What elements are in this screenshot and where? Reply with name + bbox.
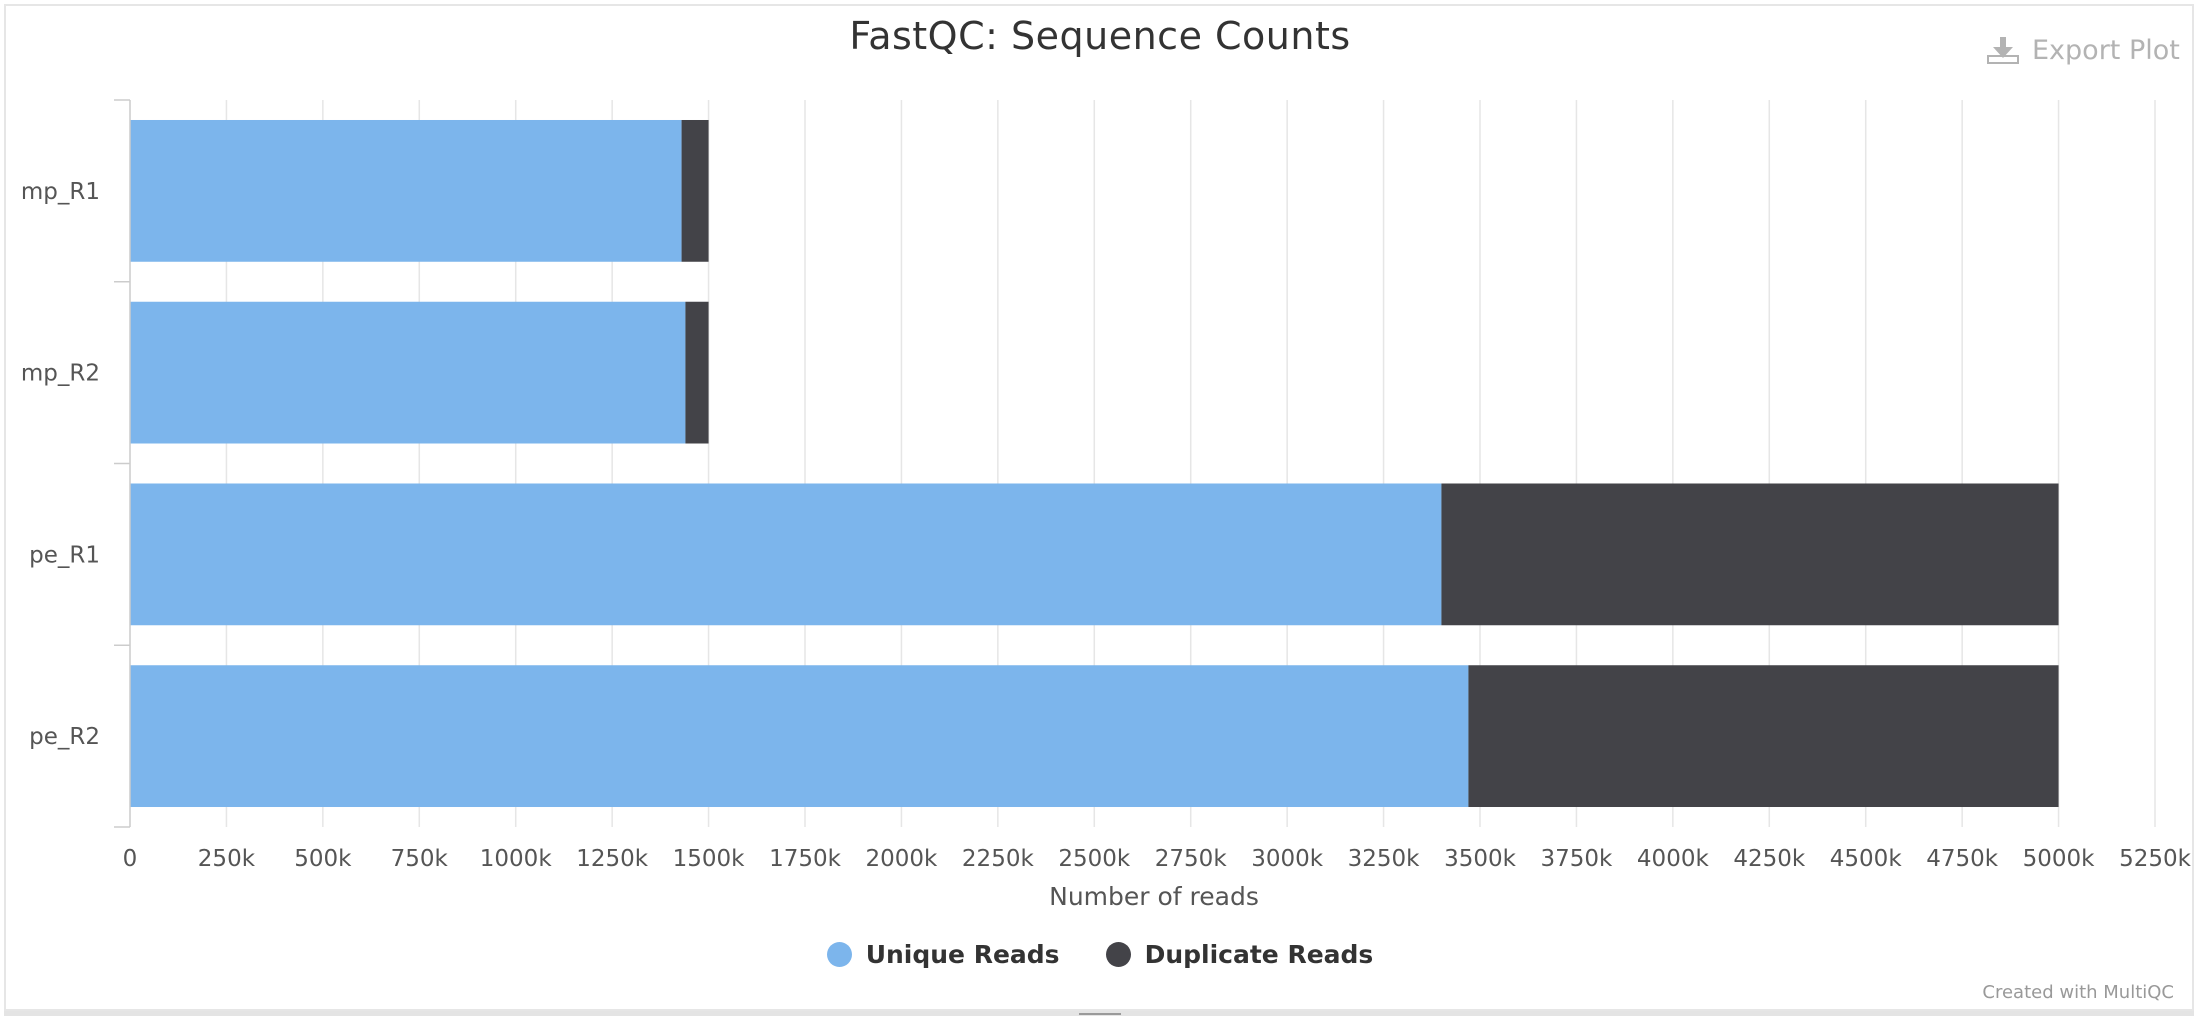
bar-pe_R1-duplicate[interactable] <box>1441 483 2059 626</box>
legend-swatch <box>1105 942 1131 967</box>
x-tick-label: 5000k <box>2023 846 2096 872</box>
legend-swatch <box>826 942 852 967</box>
credits-link[interactable]: Created with MultiQC <box>1982 982 2174 1003</box>
x-tick-label: 0 <box>123 846 138 872</box>
x-tick-label: 3250k <box>1348 846 1421 872</box>
bar-pe_R2-unique[interactable] <box>130 665 1469 808</box>
x-tick-label: 2750k <box>1155 846 1228 872</box>
legend-label: Duplicate Reads <box>1144 940 1374 969</box>
x-tick-label: 1250k <box>576 846 649 872</box>
legend: Unique Reads Duplicate Reads <box>0 940 2200 969</box>
x-tick-label: 1750k <box>769 846 842 872</box>
x-tick-label: 3500k <box>1444 846 1517 872</box>
y-tick-label: pe_R2 <box>29 724 100 750</box>
bars <box>130 119 2059 808</box>
x-tick-label: 2000k <box>865 846 938 872</box>
x-axis: 0 250k 500k 750k 1000k 1250k 1500k 1750k 2000k 22… <box>123 846 2192 872</box>
bar-mp_R2-unique[interactable] <box>130 301 686 444</box>
x-tick-label: 250k <box>198 846 256 872</box>
y-axis: mp_R1 mp_R2 pe_R1 pe_R2 <box>21 99 131 828</box>
resize-handle[interactable] <box>1079 1013 1121 1015</box>
bar-mp_R2-duplicate[interactable] <box>685 301 709 444</box>
legend-item-unique-reads[interactable]: Unique Reads <box>826 940 1060 969</box>
x-tick-label: 3750k <box>1540 846 1613 872</box>
x-tick-label: 4500k <box>1830 846 1903 872</box>
x-tick-label: 500k <box>294 846 352 872</box>
x-axis-label: Number of reads <box>1049 882 1259 911</box>
chart-title: FastQC: Sequence Counts <box>849 14 1351 58</box>
y-tick-label: mp_R1 <box>21 179 100 205</box>
bar-pe_R1-unique[interactable] <box>130 483 1442 626</box>
bar-pe_R2-duplicate[interactable] <box>1468 665 2059 808</box>
x-tick-label: 4250k <box>1733 846 1806 872</box>
export-plot-label: Export Plot <box>2032 34 2180 66</box>
download-icon <box>1987 37 2019 64</box>
export-plot-button[interactable]: Export Plot <box>1986 30 2180 70</box>
y-tick-label: pe_R1 <box>29 542 100 568</box>
x-tick-label: 2250k <box>962 846 1035 872</box>
bar-mp_R1-duplicate[interactable] <box>681 119 709 262</box>
x-tick-label: 4000k <box>1637 846 1710 872</box>
x-tick-label: 5250k <box>2119 846 2192 872</box>
y-tick-label: mp_R2 <box>21 361 100 387</box>
x-tick-label: 3000k <box>1251 846 1324 872</box>
x-tick-label: 1500k <box>673 846 746 872</box>
legend-label: Unique Reads <box>865 940 1060 969</box>
x-tick-label: 750k <box>391 846 449 872</box>
x-tick-label: 4750k <box>1926 846 1999 872</box>
x-tick-label: 1000k <box>480 846 553 872</box>
x-tick-label: 2500k <box>1058 846 1131 872</box>
legend-item-duplicate-reads[interactable]: Duplicate Reads <box>1105 940 1374 969</box>
bar-mp_R1-unique[interactable] <box>130 119 682 262</box>
